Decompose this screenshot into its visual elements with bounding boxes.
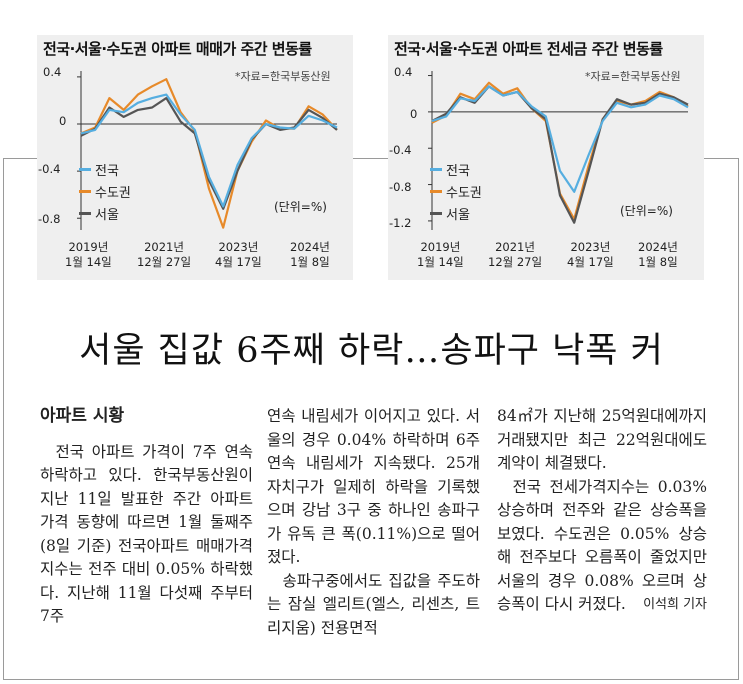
y-tick: -1.2 bbox=[389, 216, 412, 230]
series-line-seoul bbox=[431, 85, 689, 224]
paragraph: 전국 아파트 가격이 7주 연속 하락하고 있다. 한국부동산원이 지난 11일… bbox=[40, 442, 253, 626]
chart-source: *자료=한국부동산원 bbox=[585, 70, 681, 83]
chart-source: *자료=한국부동산원 bbox=[235, 70, 331, 83]
x-tick: 2023년 4월 17일 bbox=[215, 240, 262, 269]
chart-title: 전국·서울·수도권 아파트 매매가 주간 변동률 bbox=[43, 40, 312, 58]
y-tick: 0 bbox=[410, 107, 418, 121]
paragraph: 연속 내림세가 이어지고 있다. 서울의 경우 0.04% 하락하며 6주 연속… bbox=[267, 407, 480, 566]
legend-item: 서울 bbox=[79, 202, 131, 224]
chart-unit: (단위=%) bbox=[274, 200, 327, 214]
legend-item: 전국 bbox=[79, 158, 131, 180]
legend-item: 전국 bbox=[430, 158, 482, 180]
legend-swatch-icon bbox=[79, 211, 91, 215]
y-tick: 0 bbox=[59, 114, 67, 128]
paragraph: 송파구중에서도 집값을 주도하는 잠실 엘리트(엘스, 리센츠, 트리지움) 전… bbox=[267, 571, 480, 637]
chart-title: 전국·서울·수도권 아파트 전세금 주간 변동률 bbox=[394, 40, 663, 58]
y-tick: -0.8 bbox=[38, 212, 61, 226]
y-tick: -0.8 bbox=[389, 180, 412, 194]
x-tick: 2023년 4월 17일 bbox=[567, 240, 614, 269]
legend-swatch-icon bbox=[79, 189, 91, 193]
legend-swatch-icon bbox=[430, 189, 442, 193]
x-tick: 2021년 12월 27일 bbox=[137, 240, 192, 269]
chart-legend: 전국 수도권 서울 bbox=[430, 158, 482, 224]
chart-plot bbox=[428, 71, 689, 230]
article-frame bbox=[3, 158, 739, 680]
sale-price-chart: 전국·서울·수도권 아파트 매매가 주간 변동률 *자료=한국부동산원 0.4 … bbox=[37, 35, 353, 280]
legend-swatch-icon bbox=[430, 167, 442, 171]
legend-item: 수도권 bbox=[79, 180, 131, 202]
x-tick: 2024년 1월 8일 bbox=[290, 240, 330, 269]
x-tick: 2019년 1월 14일 bbox=[65, 240, 112, 269]
byline: 이석희 기자 bbox=[643, 597, 707, 612]
chart-unit: (단위=%) bbox=[620, 204, 673, 218]
headline: 서울 집값 6주째 하락…송파구 낙폭 커 bbox=[79, 331, 664, 371]
y-tick: 0.4 bbox=[43, 65, 62, 79]
x-tick: 2019년 1월 14일 bbox=[417, 240, 464, 269]
article-column-2: 연속 내림세가 이어지고 있다. 서울의 경우 0.04% 하락하며 6주 연속… bbox=[267, 405, 480, 640]
article-column-1: 아파트 시황 전국 아파트 가격이 7주 연속 하락하고 있다. 한국부동산원이… bbox=[40, 405, 253, 629]
legend-item: 수도권 bbox=[430, 180, 482, 202]
chart-legend: 전국 수도권 서울 bbox=[79, 158, 131, 224]
legend-swatch-icon bbox=[79, 167, 91, 171]
series-line-national bbox=[431, 85, 689, 193]
x-tick: 2024년 1월 8일 bbox=[638, 240, 678, 269]
article-column-3: 84㎡가 지난해 25억원대에까지 거래됐지만 최근 22억원대에도 계약이 체… bbox=[497, 405, 707, 617]
y-tick: 0.4 bbox=[394, 65, 413, 79]
legend-swatch-icon bbox=[430, 211, 442, 215]
y-tick: -0.4 bbox=[389, 143, 412, 157]
x-tick: 2021년 12월 27일 bbox=[488, 240, 543, 269]
y-tick: -0.4 bbox=[38, 162, 61, 176]
jeonse-chart: 전국·서울·수도권 아파트 전세금 주간 변동률 *자료=한국부동산원 0.4 … bbox=[388, 35, 704, 280]
section-title: 아파트 시황 bbox=[40, 406, 125, 426]
chart-plot bbox=[77, 71, 338, 230]
legend-item: 서울 bbox=[430, 202, 482, 224]
series-line-national bbox=[80, 93, 338, 208]
paragraph: 전국 전세가격지수는 0.03% 상승하며 전주와 같은 상승폭을 보였다. 수… bbox=[497, 476, 707, 617]
paragraph: 84㎡가 지난해 25억원대에까지 거래됐지만 최근 22억원대에도 계약이 체… bbox=[497, 407, 707, 472]
